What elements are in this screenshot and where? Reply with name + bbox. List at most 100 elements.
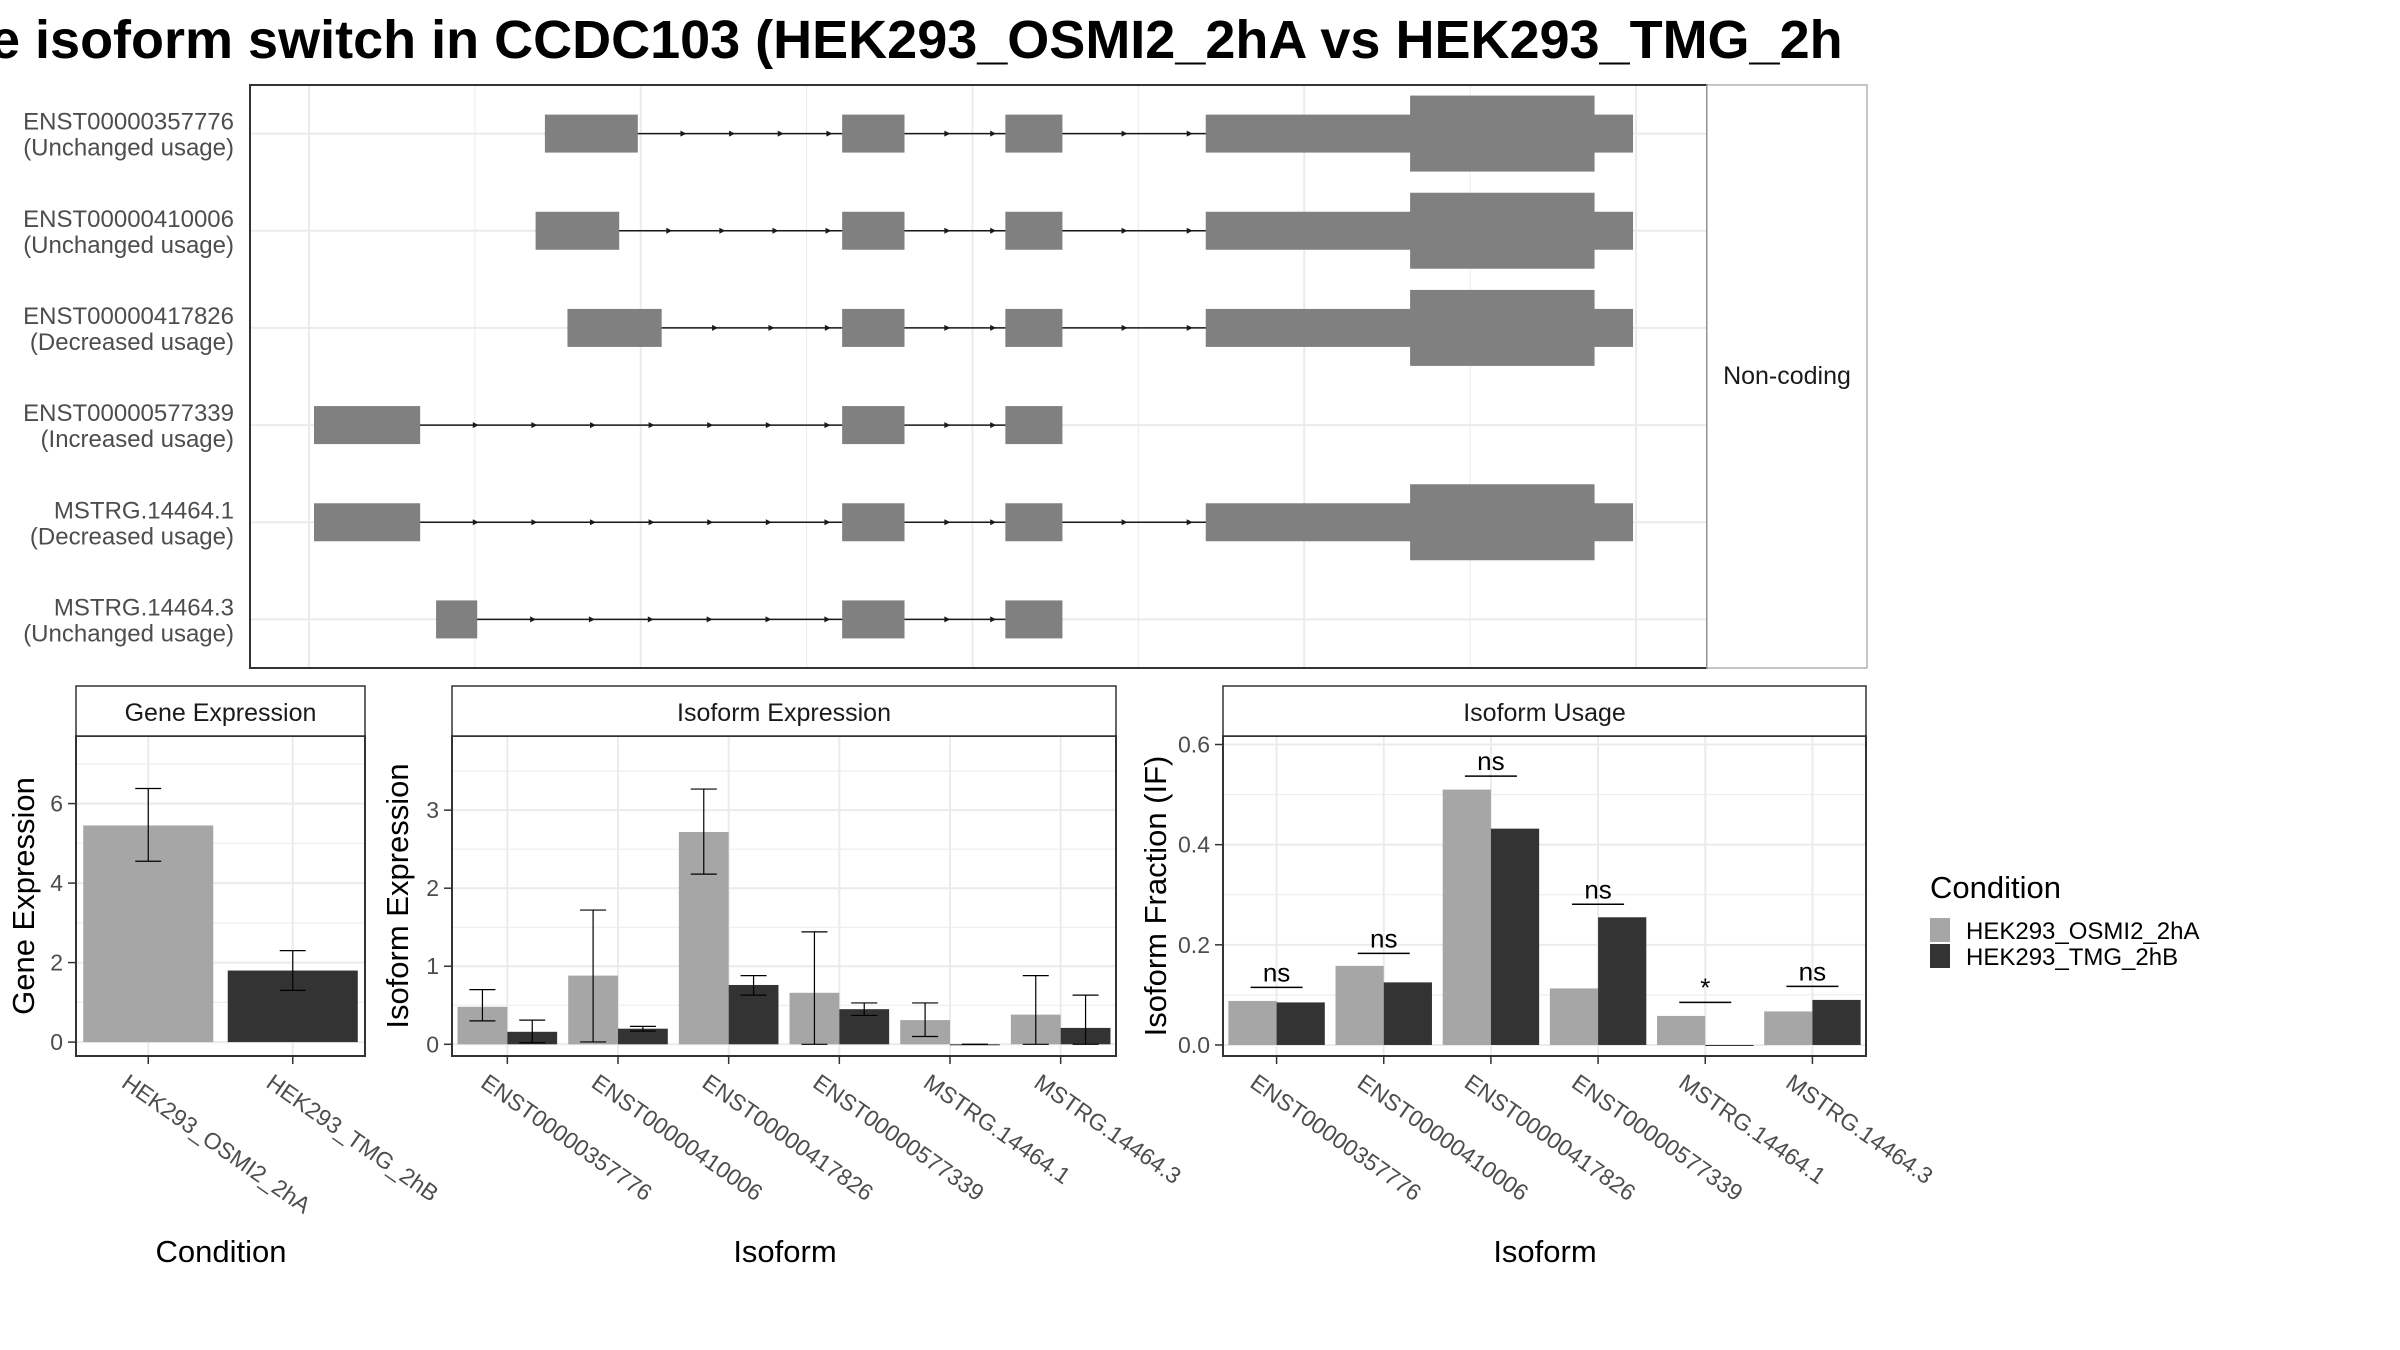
bar-HEK293_TMG_2hB-ENST00000410006: [618, 1028, 668, 1045]
y-tick-label: 0: [50, 1029, 63, 1055]
intron-arrow: [944, 130, 951, 137]
facet-strip-title: Isoform Usage: [1463, 699, 1626, 727]
bar-HEK293_OSMI2_2hA-ENST00000417826: [1442, 789, 1491, 1045]
exon-block: [314, 406, 421, 445]
gene-expression-panel: Gene Expression0246HEK293_OSMI2_2hAHEK29…: [6, 685, 443, 1269]
x-tick-label: ENST00000357776: [1246, 1069, 1426, 1206]
significance-label: ns: [1370, 923, 1397, 953]
facet-strip-title: Isoform Expression: [677, 699, 891, 727]
plot-background: [452, 736, 1116, 1056]
bar-HEK293_OSMI2_2hA-ENST00000410006: [1335, 965, 1384, 1045]
exon-coding-block: [1410, 484, 1595, 561]
exon-block: [1005, 308, 1063, 347]
bar-HEK293_OSMI2_2hA-ENST00000357776: [1228, 1000, 1277, 1045]
intron-arrow: [777, 130, 784, 137]
intron-arrow: [990, 324, 997, 331]
intron-arrow: [944, 519, 951, 526]
x-tick-label: ENST00000417826: [1460, 1069, 1640, 1206]
intron-arrow: [712, 324, 719, 331]
isoform-usage-panel: ns ns ns ns * ns Isoform Usage 0.0 0.2 0.4 0.6 ENST…: [1138, 685, 1938, 1269]
intron-arrow: [765, 616, 772, 623]
legend-title: Condition: [1930, 870, 2061, 905]
intron-arrow: [1121, 324, 1128, 331]
exon-block: [314, 503, 421, 542]
facet-strip: [1222, 685, 1867, 737]
intron-arrow: [666, 227, 673, 234]
bar-HEK293_TMG_2hB-ENST00000417826: [1490, 828, 1540, 1045]
facet-strip: [75, 685, 366, 737]
y-axis-title: Gene Expression: [6, 777, 41, 1015]
exon-block: [842, 406, 905, 445]
intron-arrow: [531, 519, 538, 526]
bar-HEK293_TMG_2hB-MSTRG.14464.3: [1812, 999, 1861, 1045]
bar-HEK293_TMG_2hB-MSTRG.14464.1: [1705, 1044, 1754, 1046]
facet-strip: [451, 685, 1117, 737]
intron-arrow: [944, 324, 951, 331]
significance-label: ns: [1799, 956, 1826, 986]
intron-arrow: [648, 422, 655, 429]
intron-arrow: [824, 422, 831, 429]
intron-arrow: [1186, 324, 1193, 331]
bar-HEK293_OSMI2_2hA-MSTRG.14464.3: [1764, 1011, 1813, 1045]
intron-arrow: [472, 519, 479, 526]
x-tick-label: ENST00000577339: [1567, 1069, 1747, 1206]
intron-arrow: [589, 422, 596, 429]
intron-arrow: [825, 227, 832, 234]
isoform-id-label: ENST00000357776: [23, 109, 234, 136]
intron-arrow: [768, 324, 775, 331]
intron-arrow: [990, 227, 997, 234]
y-tick-label: 2: [426, 875, 439, 901]
isoform-usage-label: (Increased usage): [41, 426, 234, 453]
exon-coding-block: [1410, 95, 1595, 172]
intron-arrow: [531, 422, 538, 429]
intron-arrow: [680, 130, 687, 137]
legend-swatch-tmg: [1930, 944, 1950, 968]
intron-arrow: [824, 519, 831, 526]
y-tick-label: 1: [426, 953, 439, 979]
x-axis-title: Isoform: [733, 1234, 836, 1269]
structure-strip: [1706, 84, 1868, 669]
exon-block: [1005, 211, 1063, 250]
intron-arrow: [1186, 519, 1193, 526]
intron-arrow: [826, 130, 833, 137]
legend-label-osmi2: HEK293_OSMI2_2hA: [1966, 918, 2199, 945]
intron-arrow: [589, 519, 596, 526]
isoform-usage-label: (Decreased usage): [30, 329, 234, 356]
exon-block: [436, 600, 478, 639]
y-tick-label: 2: [50, 950, 63, 976]
exon-block: [842, 211, 905, 250]
condition-legend: Condition HEK293_OSMI2_2hA HEK293_TMG_2h…: [1930, 870, 2199, 971]
isoform-id-label: ENST00000577339: [23, 400, 234, 427]
legend-swatch-osmi2: [1930, 918, 1950, 942]
y-tick-label: 4: [50, 870, 63, 896]
y-tick-label: 0.2: [1178, 932, 1210, 958]
exon-coding-block: [1410, 192, 1595, 269]
structure-strip-label: Non-coding: [1723, 362, 1851, 390]
transcript-structure-panel: ENST00000357776 (Unchanged usage) ENST0000…: [23, 84, 1868, 669]
intron-arrow: [1121, 130, 1128, 137]
intron-arrow: [729, 130, 736, 137]
x-axis-title: Condition: [156, 1234, 287, 1269]
intron-arrow: [824, 616, 831, 623]
y-axis-title: Isoform Fraction (IF): [1138, 756, 1173, 1037]
isoform-id-label: MSTRG.14464.1: [54, 497, 234, 524]
exon-block: [544, 114, 638, 153]
facet-strip-title: Gene Expression: [125, 699, 317, 727]
exon-coding-block: [1410, 289, 1595, 366]
intron-arrow: [648, 519, 655, 526]
y-tick-label: 0.0: [1178, 1032, 1210, 1058]
figure-title: e isoform switch in CCDC103 (HEK293_OSMI…: [0, 10, 1843, 70]
y-tick-label: 0.4: [1178, 832, 1210, 858]
bar-HEK293_OSMI2_2hA-ENST00000577339: [1549, 988, 1599, 1045]
intron-arrow: [990, 130, 997, 137]
exon-block: [842, 114, 905, 153]
isoform-usage-label: (Unchanged usage): [23, 620, 234, 647]
intron-arrow: [944, 616, 951, 623]
intron-arrow: [706, 616, 713, 623]
isoform-id-label: MSTRG.14464.3: [54, 594, 234, 621]
intron-arrow: [1121, 227, 1128, 234]
exon-block: [1005, 114, 1063, 153]
intron-arrow: [765, 519, 772, 526]
exon-block: [842, 308, 905, 347]
